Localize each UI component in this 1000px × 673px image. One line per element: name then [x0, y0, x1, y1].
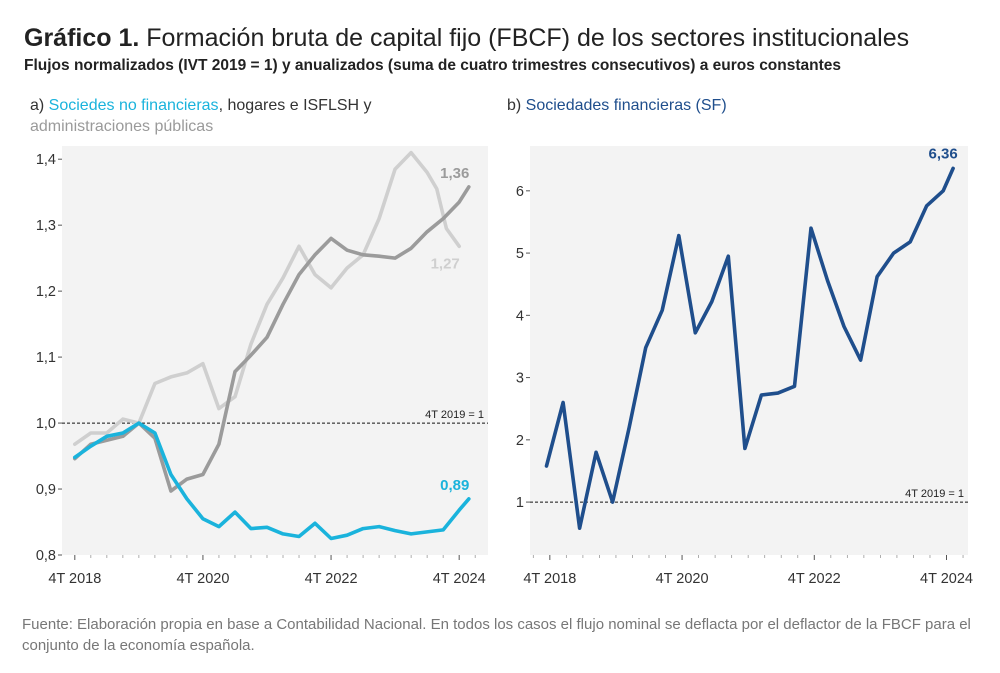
reference-label: 4T 2019 = 1 [905, 488, 964, 500]
x-tick-label: 4T 2022 [788, 571, 841, 587]
legend-sf: Sociedades financieras (SF) [525, 97, 727, 114]
panel-b-background [530, 146, 968, 555]
end-value-label-snf: 0,89 [440, 477, 469, 494]
chart-title-text: Formación bruta de capital fijo (FBCF) d… [139, 24, 910, 52]
legend-aapp: administraciones públicas [30, 118, 214, 135]
y-tick-label: 5 [516, 246, 524, 262]
series-line-sf [544, 166, 955, 531]
y-tick-label: 6 [516, 184, 524, 200]
end-value-label-sf: 6,36 [929, 145, 958, 162]
chart-title-number: Gráfico 1. [24, 24, 140, 52]
x-tick-label: 4T 2022 [305, 571, 358, 587]
y-tick-label: 0,9 [36, 482, 56, 498]
x-tick-label: 4T 2020 [656, 571, 709, 587]
y-tick-label: 1,2 [36, 284, 56, 300]
x-tick-label: 4T 2020 [176, 571, 229, 587]
panel-b-plot: 1 2 3 4 5 6 4T 2018 4T 2020 4T 2022 4T 2024 4T 201… [516, 145, 973, 587]
y-tick-label: 1,0 [36, 416, 56, 432]
panel-a-background [62, 146, 488, 555]
x-tick-label: 4T 2024 [433, 571, 486, 587]
panel-b-title: b) Sociedades financieras (SF) [507, 95, 947, 116]
x-tick-label: 4T 2024 [920, 571, 973, 587]
chart-subtitle: Flujos normalizados (IVT 2019 = 1) y anu… [24, 57, 842, 74]
reference-label: 4T 2019 = 1 [425, 409, 484, 421]
panel-a-prefix: a) [30, 97, 49, 114]
y-tick-label: 1,1 [36, 350, 56, 366]
panel-a-plot: 0,8 0,9 1,0 1,1 1,2 1,3 1,4 4T 2018 4T 2020 4T 20… [36, 146, 488, 587]
panel-a-title: a) Sociedes no financieras, hogares e IS… [30, 95, 450, 137]
y-tick-label: 1,3 [36, 218, 56, 234]
x-tick-label: 4T 2018 [523, 571, 576, 587]
series-line-snf [73, 421, 471, 541]
y-tick-label: 4 [516, 308, 524, 324]
source-note: Fuente: Elaboración propia en base a Con… [22, 616, 971, 654]
y-tick-label: 1,4 [36, 152, 56, 168]
end-value-label-hogares: 1,36 [440, 165, 469, 182]
y-tick-label: 3 [516, 371, 524, 387]
y-tick-label: 1 [516, 495, 524, 511]
y-tick-label: 0,8 [36, 548, 56, 564]
chart-title: Gráfico 1. Formación bruta de capital fi… [24, 24, 909, 53]
legend-hogares: , hogares e ISFLSH y [218, 97, 372, 114]
legend-snf: Sociedes no financieras [48, 97, 219, 114]
x-tick-label: 4T 2018 [48, 571, 101, 587]
series-line-aapp [73, 150, 462, 447]
panel-b-prefix: b) [507, 97, 526, 114]
y-tick-label: 2 [516, 433, 524, 449]
end-value-label-aapp: 1,27 [431, 255, 460, 272]
